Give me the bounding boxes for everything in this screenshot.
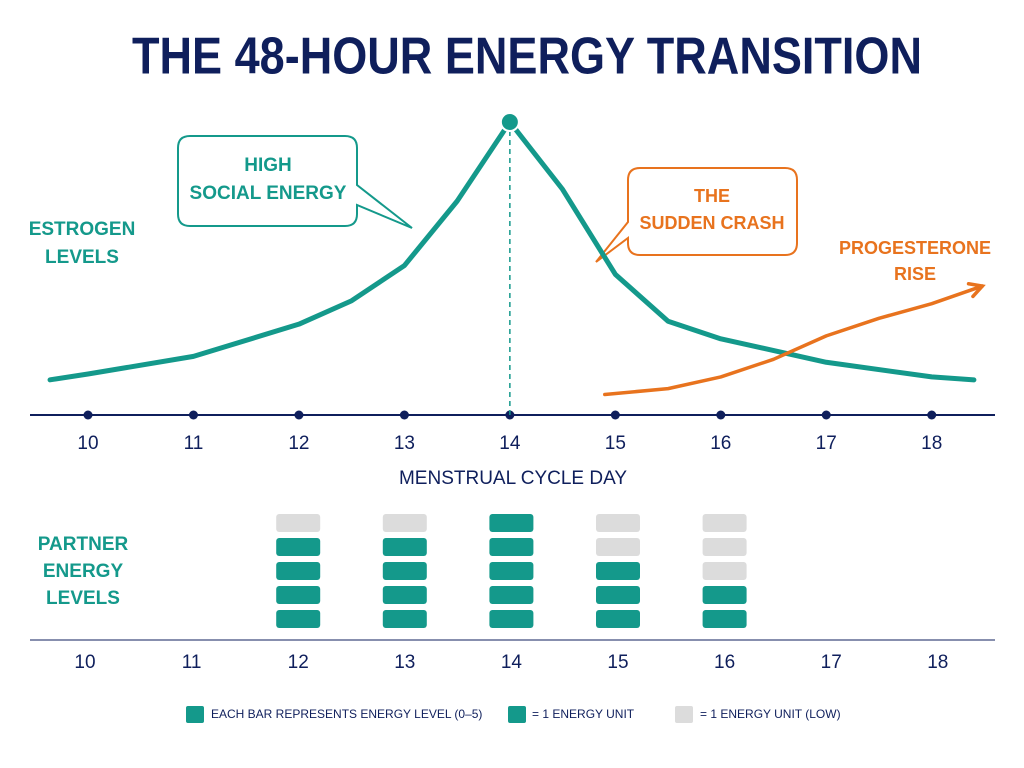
x-tick-label: 14 xyxy=(499,433,521,454)
x-tick-label: 15 xyxy=(605,433,626,454)
tick-mark xyxy=(399,410,409,420)
x-tick-label: 12 xyxy=(288,433,309,454)
x-tick-label: 17 xyxy=(816,433,837,454)
series-label: PARTNER xyxy=(38,534,129,555)
x-tick-label: 16 xyxy=(710,433,731,454)
x-tick-label: 11 xyxy=(182,652,202,673)
series-label: LEVELS xyxy=(46,588,120,609)
tick-mark xyxy=(294,410,304,420)
chart-title: THE 48-HOUR ENERGY TRANSITION xyxy=(132,28,922,86)
energy-unit xyxy=(276,538,321,556)
energy-unit xyxy=(276,562,321,580)
callout-box xyxy=(177,135,413,229)
annotation: HIGH xyxy=(244,155,292,176)
callout-box xyxy=(595,167,798,263)
line-series xyxy=(603,284,985,397)
energy-unit xyxy=(489,586,534,604)
energy-unit xyxy=(276,586,321,604)
energy-unit xyxy=(382,610,427,628)
arrow-head xyxy=(966,282,986,299)
energy-unit xyxy=(702,586,747,604)
energy-unit xyxy=(702,610,747,628)
x-tick-label: 13 xyxy=(394,652,415,673)
energy-unit xyxy=(596,610,640,628)
x-tick-label: 10 xyxy=(74,652,95,673)
legend-swatch xyxy=(508,706,526,723)
energy-unit xyxy=(489,610,534,628)
tick-mark xyxy=(610,410,620,420)
tick-mark xyxy=(716,410,726,420)
energy-unit xyxy=(489,514,534,532)
legend-swatch xyxy=(186,706,204,723)
series-label: LEVELS xyxy=(45,247,119,268)
x-tick-label: 17 xyxy=(821,652,842,673)
energy-unit xyxy=(382,538,427,556)
energy-unit-low xyxy=(596,538,640,556)
x-tick-label: 18 xyxy=(921,433,942,454)
series-label: ENERGY xyxy=(43,561,124,582)
legend-label: EACH BAR REPRESENTS ENERGY LEVEL (0–5) xyxy=(211,707,482,721)
x-tick-label: 12 xyxy=(288,652,309,673)
energy-unit xyxy=(596,562,640,580)
energy-unit-low xyxy=(702,514,747,532)
annotation: SUDDEN CRASH xyxy=(639,213,784,233)
energy-unit xyxy=(382,586,427,604)
legend-swatch xyxy=(675,706,693,723)
x-tick-label: 11 xyxy=(184,433,204,454)
x-tick-label: 15 xyxy=(607,652,628,673)
annotation: SOCIAL ENERGY xyxy=(190,183,347,204)
series-label: RISE xyxy=(894,264,936,284)
tick-mark xyxy=(821,410,831,420)
tick-mark xyxy=(83,410,93,420)
peak-marker xyxy=(499,112,520,132)
x-tick-label: 13 xyxy=(394,433,415,454)
x-axis-label: MENSTRUAL CYCLE DAY xyxy=(399,468,627,489)
energy-unit-low xyxy=(702,562,747,580)
energy-unit-low xyxy=(702,538,747,556)
energy-unit xyxy=(489,538,534,556)
tick-mark xyxy=(927,410,937,420)
legend-label: = 1 ENERGY UNIT xyxy=(532,707,635,721)
tick-mark xyxy=(188,410,198,420)
x-tick-label: 16 xyxy=(714,652,735,673)
energy-unit xyxy=(489,562,534,580)
energy-unit xyxy=(382,562,427,580)
series-label: PROGESTERONE xyxy=(839,238,991,258)
energy-unit xyxy=(596,586,640,604)
x-tick-label: 14 xyxy=(501,652,523,673)
series-label: ESTROGEN xyxy=(29,219,136,240)
x-tick-label: 18 xyxy=(927,652,948,673)
x-tick-label: 10 xyxy=(77,433,98,454)
energy-unit xyxy=(276,610,321,628)
energy-unit-low xyxy=(276,514,321,532)
legend-label: = 1 ENERGY UNIT (LOW) xyxy=(700,707,841,721)
annotation: THE xyxy=(694,186,730,206)
energy-unit-low xyxy=(596,514,640,532)
energy-unit-low xyxy=(382,514,427,532)
tick-mark xyxy=(505,410,515,420)
